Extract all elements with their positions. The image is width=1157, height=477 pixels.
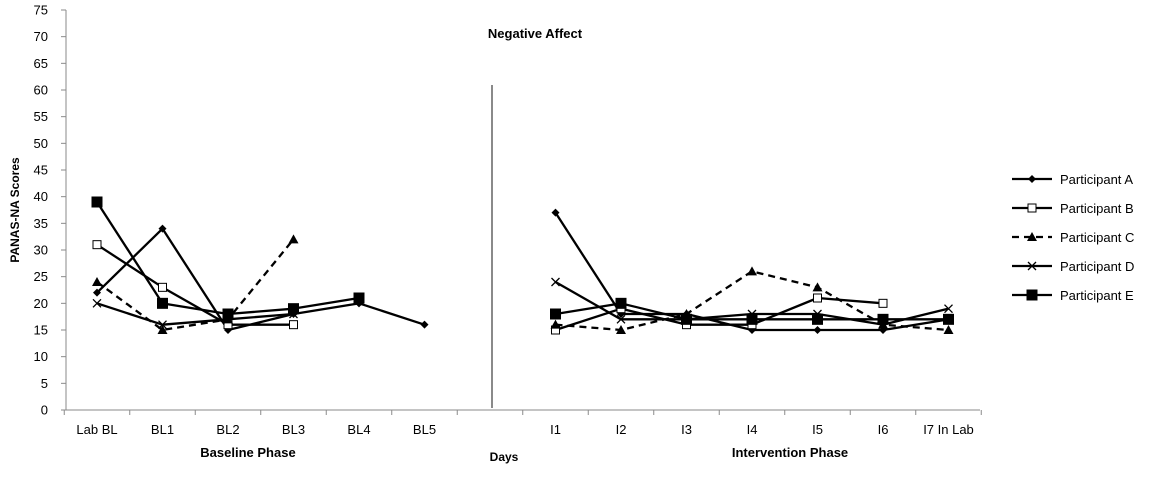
x-tick-label: BL4: [347, 422, 370, 437]
x-tick-label: I4: [747, 422, 758, 437]
data-point: [878, 298, 888, 308]
legend-label: Participant D: [1060, 259, 1134, 274]
series-line: [96, 243, 294, 326]
data-point: [93, 288, 101, 297]
data-point: [550, 308, 561, 320]
x-tick-label: BL2: [216, 422, 239, 437]
intervention-phase-label: Intervention Phase: [732, 445, 848, 460]
y-tick-label: 40: [34, 189, 48, 204]
series-participant-e: [91, 196, 954, 325]
legend-item: Participant E: [1012, 288, 1134, 303]
legend-item: Participant D: [1012, 259, 1134, 274]
data-point: [813, 326, 822, 334]
data-point: [157, 297, 168, 309]
baseline-phase-label: Baseline Phase: [200, 445, 295, 460]
data-point: [616, 314, 626, 324]
data-point: [158, 320, 167, 330]
legend-marker: [1027, 203, 1037, 213]
series-line: [555, 296, 884, 332]
data-point: [812, 313, 823, 325]
data-point: [288, 303, 299, 315]
y-tick-label: 65: [34, 56, 48, 71]
data-point: [91, 196, 103, 208]
data-point: [944, 304, 953, 314]
chart-title: Negative Affect: [488, 26, 583, 41]
legend-label: Participant B: [1060, 201, 1134, 216]
x-tick-label: I5: [812, 422, 823, 437]
legend-item: Participant B: [1012, 201, 1134, 216]
y-tick-label: 50: [34, 136, 48, 151]
y-tick-label: 45: [34, 163, 48, 178]
data-point: [551, 208, 560, 217]
y-tick-label: 0: [41, 403, 48, 418]
x-axis-label: Days: [490, 450, 519, 464]
data-point: [289, 320, 298, 330]
y-tick-label: 60: [34, 83, 48, 98]
y-tick-label: 25: [34, 269, 48, 284]
series-line: [96, 302, 294, 326]
data-point: [747, 266, 757, 276]
legend-label: Participant C: [1060, 230, 1134, 245]
y-tick-label: 30: [34, 243, 48, 258]
data-point: [877, 313, 889, 325]
series-line: [96, 201, 360, 316]
series-line: [96, 238, 295, 332]
legend: Participant A Participant B Participant C P…: [1012, 172, 1134, 303]
data-point: [551, 277, 560, 287]
y-ticks: 0 5 10 15 20 25 30 35 40 45 50 55 60 65 70 75: [34, 3, 66, 418]
data-point: [158, 224, 167, 233]
data-point: [288, 234, 299, 244]
data-point: [746, 313, 758, 325]
data-point: [420, 320, 429, 329]
data-point: [353, 292, 365, 304]
data-point: [681, 313, 692, 325]
data-point: [92, 240, 102, 250]
data-point: [92, 298, 102, 308]
x-tick-label: I7 In Lab: [923, 422, 974, 437]
x-tick-label: I1: [550, 422, 561, 437]
legend-marker: [1027, 261, 1037, 271]
y-tick-label: 55: [34, 109, 48, 124]
y-tick-label: 15: [34, 323, 48, 338]
x-tick-label: BL1: [151, 422, 174, 437]
data-point: [158, 282, 167, 292]
legend-item: Participant C: [1012, 230, 1134, 245]
data-point: [943, 325, 954, 334]
x-tick-label: BL5: [413, 422, 436, 437]
data-point: [92, 277, 102, 286]
y-tick-label: 35: [34, 216, 48, 231]
legend-marker: [1026, 289, 1038, 301]
y-axis-label: PANAS-NA Scores: [8, 157, 22, 263]
x-ticks: Lab BL BL1 BL2 BL3 BL4 BL5 I1 I2 I3 I4 I5 I6 I7 In L…: [63, 410, 982, 437]
data-point: [157, 325, 168, 334]
x-tick-label: I2: [616, 422, 627, 437]
series-layer: [91, 196, 954, 335]
data-point: [812, 282, 823, 292]
y-tick-label: 5: [41, 376, 48, 391]
x-tick-label: Lab BL: [76, 422, 117, 437]
y-tick-label: 20: [34, 296, 48, 311]
series-line: [96, 227, 425, 332]
x-tick-label: I3: [681, 422, 692, 437]
data-point: [222, 308, 234, 320]
x-tick-label: I6: [878, 422, 889, 437]
data-point: [550, 319, 561, 329]
y-tick-label: 70: [34, 29, 48, 44]
legend-marker: [1028, 175, 1036, 183]
y-tick-label: 10: [34, 349, 48, 364]
data-point: [943, 313, 954, 325]
data-point: [615, 297, 627, 309]
data-point: [813, 293, 822, 303]
x-tick-label: BL3: [282, 422, 305, 437]
legend-marker: [1027, 232, 1037, 241]
data-point: [616, 325, 626, 334]
axes: [65, 10, 980, 411]
legend-label: Participant A: [1060, 172, 1133, 187]
y-tick-label: 75: [34, 3, 48, 18]
legend-label: Participant E: [1060, 288, 1134, 303]
legend-item: Participant A: [1012, 172, 1133, 187]
